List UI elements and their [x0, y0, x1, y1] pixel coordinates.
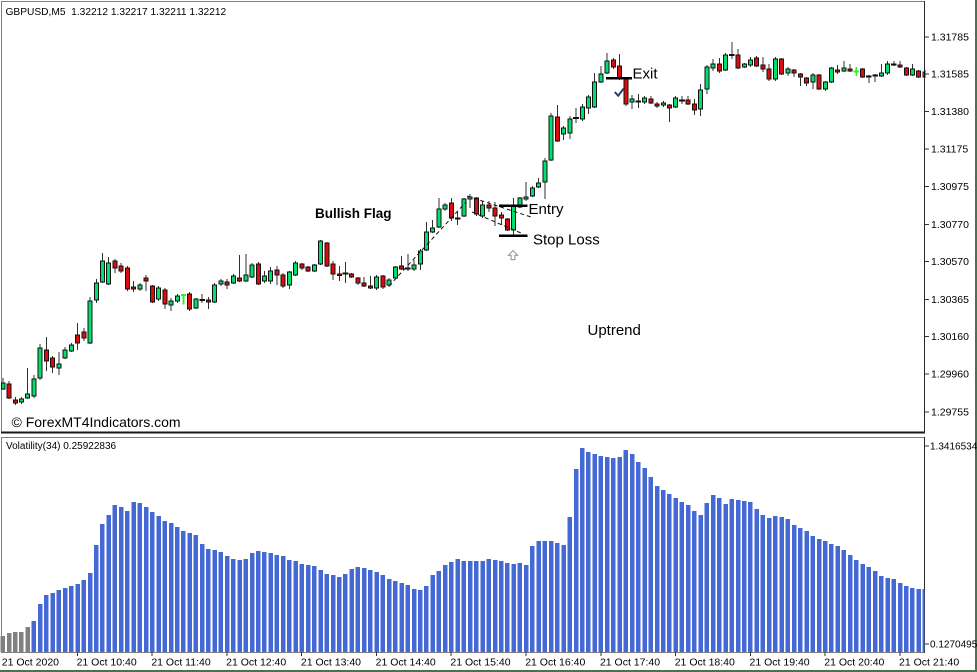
- svg-text:1.30365: 1.30365: [931, 294, 969, 306]
- svg-text:1.31785: 1.31785: [931, 32, 969, 44]
- svg-text:21 Oct 13:40: 21 Oct 13:40: [301, 657, 361, 669]
- svg-text:1.31380: 1.31380: [931, 106, 969, 118]
- svg-text:21 Oct 21:40: 21 Oct 21:40: [899, 657, 959, 669]
- svg-text:21 Oct 15:40: 21 Oct 15:40: [450, 657, 510, 669]
- svg-text:21 Oct 12:40: 21 Oct 12:40: [226, 657, 286, 669]
- svg-text:21 Oct 16:40: 21 Oct 16:40: [525, 657, 585, 669]
- svg-text:21 Oct 18:40: 21 Oct 18:40: [675, 657, 735, 669]
- svg-text:Bullish Flag: Bullish Flag: [315, 206, 392, 221]
- svg-text:Uptrend: Uptrend: [588, 322, 641, 339]
- svg-text:21 Oct 20:40: 21 Oct 20:40: [824, 657, 884, 669]
- svg-text:1.30770: 1.30770: [931, 219, 969, 231]
- svg-text:1.31585: 1.31585: [931, 69, 969, 81]
- svg-text:Exit: Exit: [633, 66, 659, 83]
- svg-text:21 Oct 14:40: 21 Oct 14:40: [376, 657, 436, 669]
- svg-text:© ForexMT4Indicators.com: © ForexMT4Indicators.com: [12, 414, 181, 430]
- svg-text:21 Oct 10:40: 21 Oct 10:40: [77, 657, 137, 669]
- svg-text:21 Oct 11:40: 21 Oct 11:40: [151, 657, 211, 669]
- svg-text:Volatility(34) 0.25922836: Volatility(34) 0.25922836: [6, 441, 117, 452]
- svg-text:1.30160: 1.30160: [931, 331, 969, 343]
- svg-text:21 Oct 2020: 21 Oct 2020: [2, 657, 59, 669]
- svg-text:21 Oct 17:40: 21 Oct 17:40: [600, 657, 660, 669]
- svg-text:1.29755: 1.29755: [931, 407, 969, 419]
- svg-text:GBPUSD,M5 1.32212 1.32217 1.3: GBPUSD,M5 1.32212 1.32217 1.32211 1.3221…: [6, 7, 227, 18]
- svg-text:Entry: Entry: [529, 201, 565, 218]
- svg-text:21 Oct 19:40: 21 Oct 19:40: [750, 657, 810, 669]
- svg-text:1.30975: 1.30975: [931, 181, 969, 193]
- svg-text:1.31175: 1.31175: [931, 144, 968, 156]
- svg-text:1.30570: 1.30570: [931, 256, 969, 268]
- svg-text:0.1270495: 0.1270495: [930, 640, 977, 651]
- svg-text:Stop Loss: Stop Loss: [533, 232, 600, 249]
- svg-text:1.3416534: 1.3416534: [930, 442, 977, 453]
- svg-text:1.29960: 1.29960: [931, 369, 969, 381]
